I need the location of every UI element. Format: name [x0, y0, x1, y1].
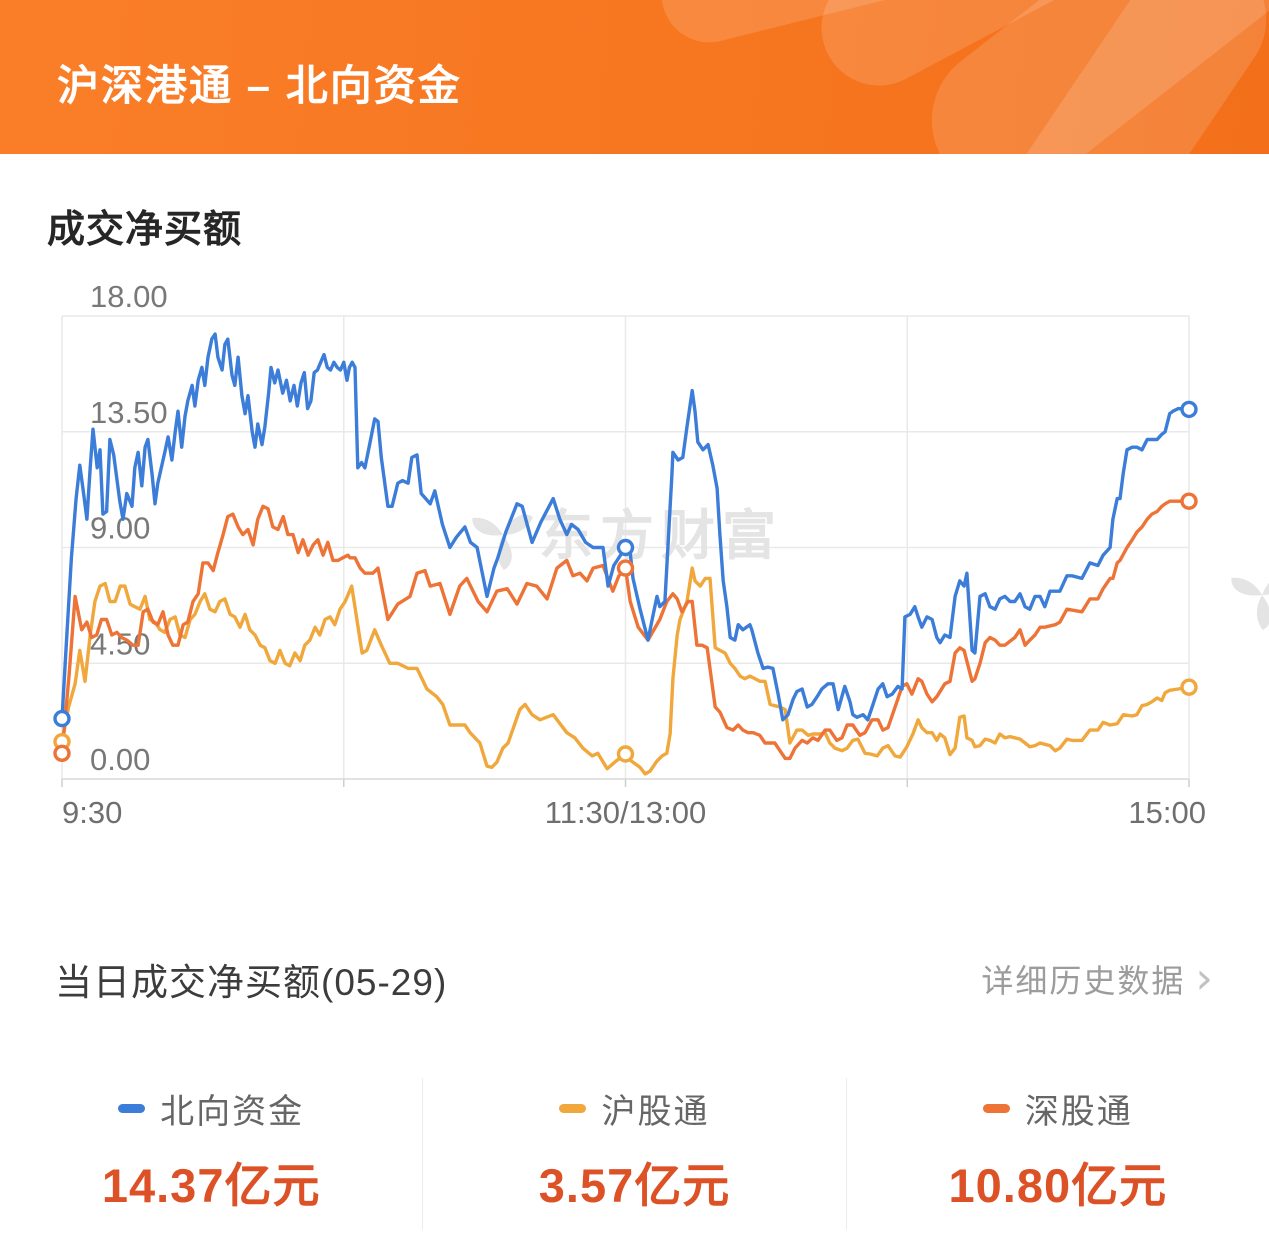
legend-value: 10.80亿元 — [948, 1159, 1168, 1212]
watermark-text: 东方财富 — [539, 506, 783, 566]
watermark-logo-icon — [472, 517, 503, 536]
legend-name: 深股通 — [1024, 1093, 1133, 1131]
app-header: 沪深港通 – 北向资金 — [0, 0, 1269, 154]
legend-row: 北向资金 14.37亿元 沪股通 3.57亿元 深股通 10.80亿元 — [0, 1078, 1269, 1230]
net-buy-chart[interactable]: 0.00 4.50 9.00 13.50 18.00 9:30 11:30/13:00 15:… — [0, 270, 1269, 845]
legend-dash-icon — [982, 1104, 1010, 1113]
legend-dash-icon — [118, 1104, 146, 1113]
summary-title: 当日成交净买额(05-29) — [55, 962, 448, 1003]
series-marker-北向资金 — [616, 538, 635, 557]
series-marker-沪股通 — [1180, 678, 1198, 696]
legend-item-sh-connect: 沪股通 3.57亿元 — [422, 1078, 847, 1230]
series-line-沪股通 — [60, 566, 1191, 776]
series-marker-沪股通 — [616, 745, 635, 763]
watermark-logo-icon — [1231, 577, 1262, 596]
series-marker-深股通 — [53, 744, 71, 762]
y-axis-label: 9.00 — [90, 511, 150, 546]
page-title: 沪深港通 – 北向资金 — [57, 62, 462, 109]
watermark-logo-icon — [1256, 595, 1269, 630]
legend-dash-icon — [559, 1104, 587, 1113]
series-marker-深股通 — [1180, 492, 1198, 510]
y-axis-label: 13.50 — [90, 395, 168, 430]
x-axis-label: 11:30/13:00 — [545, 795, 706, 830]
y-axis-label: 18.00 — [90, 279, 168, 314]
legend-name: 北向资金 — [160, 1093, 305, 1131]
chevron-right-icon[interactable]: › — [1195, 953, 1213, 1004]
series-line-北向资金 — [60, 332, 1191, 722]
legend-item-sz-connect: 深股通 10.80亿元 — [847, 1078, 1269, 1230]
chart-title: 成交净买额 — [47, 209, 243, 251]
watermark-logo-icon — [1262, 582, 1269, 595]
legend-value: 3.57亿元 — [538, 1159, 731, 1212]
legend-value: 14.37亿元 — [101, 1159, 321, 1212]
y-axis-label: 0.00 — [90, 742, 150, 777]
history-link-label[interactable]: 详细历史数据 — [981, 963, 1186, 999]
x-axis-label: 9:30 — [62, 795, 122, 830]
series-marker-北向资金 — [1180, 400, 1198, 419]
x-axis-label: 15:00 — [1128, 795, 1206, 830]
legend-item-northbound: 北向资金 14.37亿元 — [0, 1078, 422, 1230]
series-marker-北向资金 — [53, 709, 71, 728]
legend-name: 沪股通 — [601, 1093, 710, 1131]
history-link[interactable]: 详细历史数据 › — [981, 956, 1213, 1002]
series-marker-深股通 — [616, 559, 635, 577]
